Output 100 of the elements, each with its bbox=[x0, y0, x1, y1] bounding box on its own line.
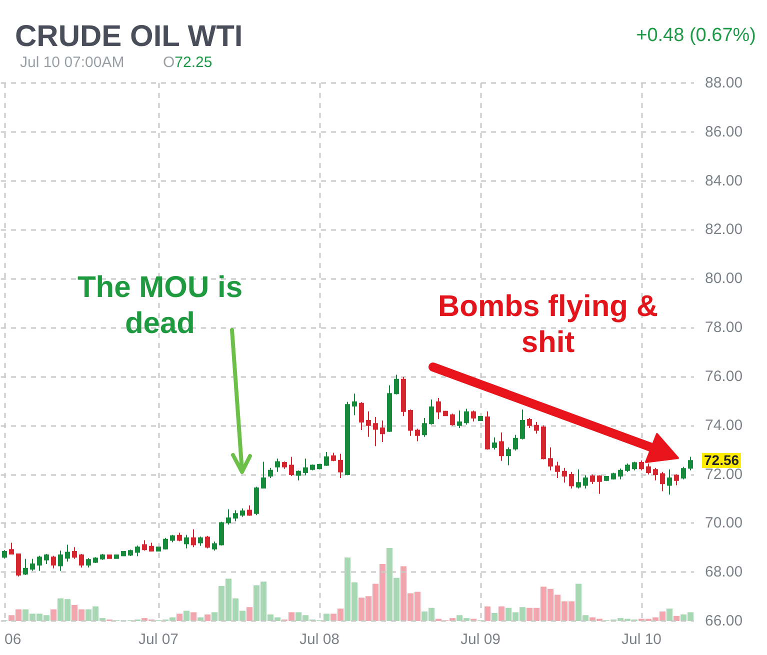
candlestick bbox=[296, 470, 301, 481]
candlestick bbox=[93, 556, 98, 564]
candlestick bbox=[114, 554, 119, 560]
candlestick bbox=[149, 542, 154, 552]
text: +0.48 (0.67%) bbox=[636, 25, 756, 48]
candlestick bbox=[16, 553, 21, 577]
candlestick bbox=[324, 452, 329, 466]
candlestick bbox=[65, 544, 70, 562]
y-tick-label: 82.00 bbox=[705, 221, 743, 238]
candlestick bbox=[86, 558, 91, 568]
bar bbox=[50, 609, 56, 621]
chart-title: CRUDE OIL WTI bbox=[15, 19, 243, 55]
candlestick bbox=[184, 534, 189, 549]
candlestick bbox=[72, 546, 77, 560]
y-tick-label: 72.00 bbox=[705, 466, 743, 483]
candlestick bbox=[289, 456, 294, 476]
y-tick-label: 80.00 bbox=[705, 270, 743, 288]
y-tick-label: 88.00 bbox=[705, 74, 743, 92]
x-tick-label: Jul 08 bbox=[299, 631, 340, 648]
candlestick bbox=[415, 428, 420, 442]
candlestick bbox=[233, 510, 238, 522]
candlestick bbox=[541, 424, 546, 460]
x-tick-label: Jul 09 bbox=[460, 631, 501, 648]
candlestick bbox=[625, 463, 630, 472]
candlestick bbox=[345, 401, 350, 476]
candlestick bbox=[373, 416, 378, 447]
candlestick bbox=[359, 402, 364, 431]
candlestick bbox=[191, 528, 196, 548]
candlestick bbox=[310, 464, 315, 471]
candlestick bbox=[387, 384, 392, 432]
text: 72.56 bbox=[702, 452, 742, 468]
candlestick bbox=[128, 549, 133, 556]
candlestick bbox=[450, 413, 455, 426]
bar bbox=[246, 607, 252, 621]
bar bbox=[198, 617, 204, 621]
candlestick bbox=[492, 436, 497, 450]
text: Jul 10 07:00AM bbox=[20, 54, 124, 72]
candlestick bbox=[548, 446, 553, 471]
candlestick bbox=[156, 546, 161, 552]
candlestick bbox=[380, 420, 385, 442]
candlestick bbox=[422, 418, 427, 438]
candlestick bbox=[618, 468, 623, 480]
candlestick bbox=[121, 550, 126, 557]
candlestick bbox=[9, 542, 14, 555]
text: O72.25 bbox=[163, 54, 212, 72]
candlestick bbox=[331, 452, 336, 462]
candlestick bbox=[660, 471, 665, 492]
candlestick bbox=[485, 410, 490, 450]
candlestick bbox=[142, 540, 147, 552]
candlestick bbox=[79, 553, 84, 568]
candlestick bbox=[163, 537, 168, 550]
bar bbox=[666, 608, 672, 621]
candlestick bbox=[562, 467, 567, 484]
candlestick bbox=[352, 393, 357, 416]
candlestick bbox=[226, 508, 231, 526]
candlestick bbox=[646, 463, 651, 476]
candlestick bbox=[247, 504, 252, 516]
candlestick bbox=[674, 474, 679, 486]
bar bbox=[184, 610, 190, 621]
candlestick bbox=[338, 453, 343, 478]
candlestick bbox=[443, 410, 448, 417]
candlestick bbox=[261, 461, 266, 489]
candlestick bbox=[317, 464, 322, 470]
x-tick-label: Jul 10 bbox=[621, 631, 662, 648]
candlestick bbox=[254, 486, 259, 516]
candlestick bbox=[667, 468, 672, 496]
candlestick bbox=[198, 536, 203, 546]
candlestick bbox=[534, 421, 539, 434]
candlestick bbox=[282, 461, 287, 470]
y-tick-label: 74.00 bbox=[705, 416, 743, 434]
candlestick bbox=[429, 398, 434, 426]
candlestick bbox=[303, 458, 308, 476]
candlestick bbox=[569, 471, 574, 489]
candlestick bbox=[170, 534, 175, 543]
y-tick-label: 70.00 bbox=[705, 514, 743, 532]
candlestick bbox=[639, 460, 644, 471]
candlestick bbox=[37, 555, 42, 572]
candlestick bbox=[268, 467, 273, 478]
bar bbox=[674, 616, 680, 621]
candlestick bbox=[44, 553, 49, 565]
candlestick bbox=[464, 408, 469, 426]
y-tick-label: 84.00 bbox=[705, 172, 743, 190]
candlestick bbox=[366, 410, 371, 438]
bar bbox=[324, 614, 330, 621]
y-tick-label: 66.00 bbox=[705, 612, 743, 630]
bar bbox=[498, 606, 504, 621]
candlestick bbox=[107, 554, 112, 560]
candlestick bbox=[2, 550, 7, 560]
y-tick-label: 76.00 bbox=[705, 368, 743, 385]
candlestick bbox=[177, 532, 182, 542]
candlestick bbox=[583, 474, 588, 489]
y-tick-label: 78.00 bbox=[705, 319, 743, 336]
candlestick bbox=[520, 408, 525, 440]
x-tick-label: Jul 07 bbox=[138, 631, 179, 648]
candlestick bbox=[499, 432, 504, 462]
candlestick bbox=[576, 468, 581, 489]
candlestick bbox=[555, 461, 560, 478]
candlestick bbox=[240, 508, 245, 518]
candlestick bbox=[401, 376, 406, 417]
candlestick bbox=[58, 550, 63, 572]
